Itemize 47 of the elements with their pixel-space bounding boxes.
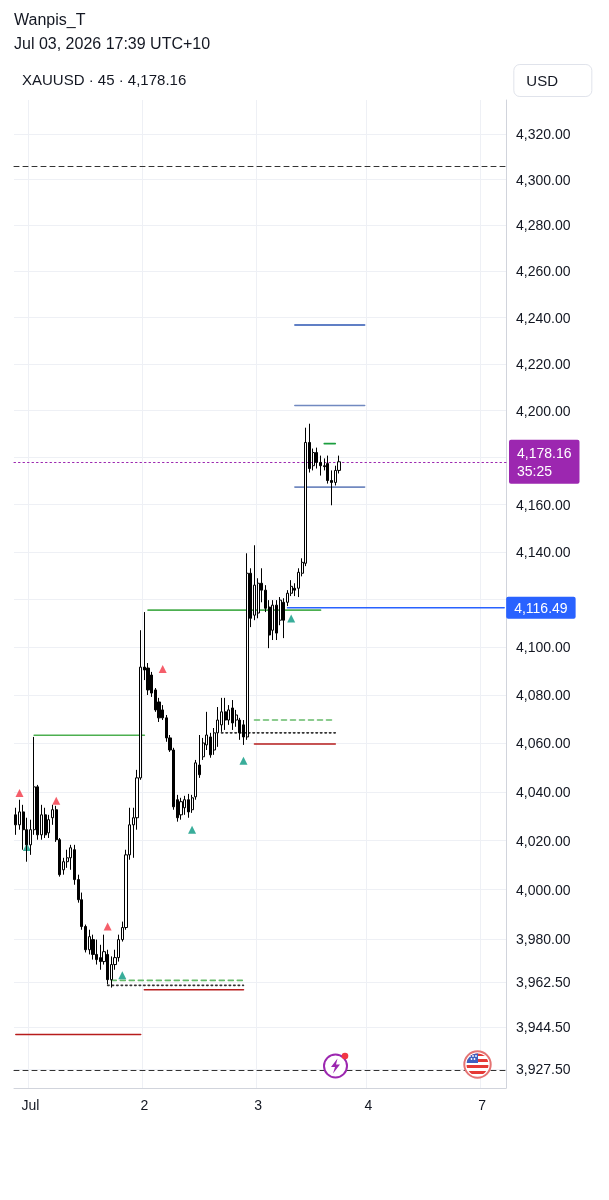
- y-tick-label: 4,260.00: [516, 263, 571, 280]
- point: [158, 665, 167, 674]
- point: [239, 756, 248, 765]
- candlestick: [187, 793, 190, 819]
- y-tick-label: 4,080.00: [516, 687, 571, 704]
- y-tick-label: 4,000.00: [516, 881, 571, 898]
- x-tick-label: 4: [364, 1097, 373, 1113]
- point: [103, 922, 112, 931]
- y-tick-label: 4,040.00: [516, 783, 571, 800]
- candlestick: [246, 552, 249, 741]
- y-tick-label: 4,020.00: [516, 832, 571, 849]
- y-tick-label: 4,240.00: [516, 309, 571, 326]
- point: [15, 788, 24, 797]
- candlestick: [183, 795, 186, 816]
- y-tick-label: 4,280.00: [516, 217, 571, 234]
- point: [287, 614, 296, 623]
- y-tick-label: 4,320.00: [516, 126, 571, 143]
- text: Wanpis_T: [14, 10, 86, 29]
- y-tick-label: 4,140.00: [516, 543, 571, 560]
- x-tick-label: 3: [254, 1097, 263, 1113]
- point: [188, 825, 197, 834]
- text: Jul 03, 2026 17:39 UTC+10: [14, 34, 211, 52]
- point: [52, 796, 61, 805]
- y-tick-label: 4,060.00: [516, 735, 571, 752]
- y-tick-label: 3,962.50: [516, 974, 571, 991]
- y-tick-label: 3,980.00: [516, 930, 571, 947]
- x-tick-label: 7: [478, 1097, 487, 1113]
- candlestick: [179, 797, 183, 821]
- y-tick-label: 3,927.50: [516, 1061, 571, 1078]
- candlestick: [275, 599, 278, 641]
- candlestick: [91, 934, 95, 961]
- y-tick-label: 4,300.00: [516, 171, 571, 188]
- x-tick-label: 2: [140, 1097, 149, 1113]
- y-axis-title: USD: [526, 72, 559, 89]
- candlestick: [231, 699, 234, 731]
- data-label: 4,116.49: [514, 599, 568, 616]
- candlestick: [44, 807, 47, 839]
- candlestick: [224, 697, 227, 731]
- y-tick-label: 4,200.00: [516, 402, 571, 419]
- y-tick-label: 4,220.00: [516, 355, 571, 372]
- y-tick-label: 4,160.00: [516, 496, 571, 513]
- y-tick-label: 4,100.00: [516, 639, 571, 656]
- chart-title: XAUUSD · 45 · 4,178.16: [22, 71, 187, 88]
- ref-line-label: 4,178.16 35:25: [517, 444, 572, 479]
- y-tick-label: 3,944.50: [516, 1018, 571, 1035]
- candlestick: [95, 939, 98, 966]
- x-tick-label: Jul: [21, 1097, 40, 1113]
